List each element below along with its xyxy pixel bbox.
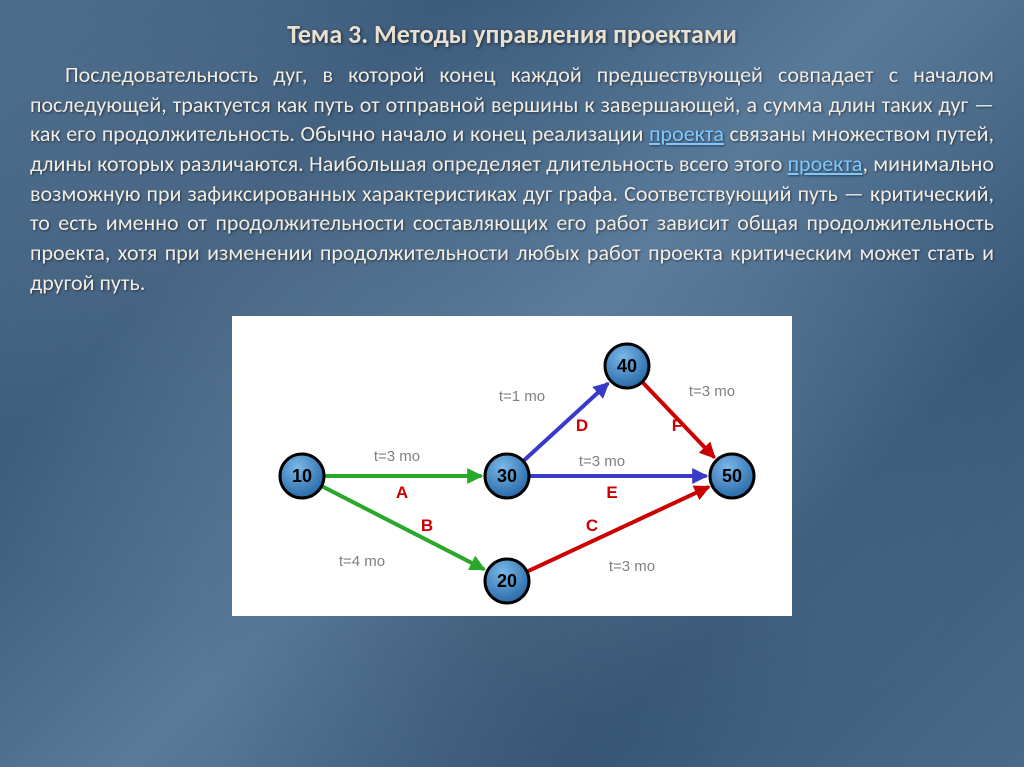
network-diagram: t=3 mo At=4 mo Bt=3 mo Ct=1 mo Dt=3 mo Et=3 m…: [232, 316, 792, 616]
project-link-1[interactable]: проекта: [649, 120, 724, 147]
svg-text:50: 50: [722, 466, 742, 486]
slide-body: Последовательность дуг, в которой конец …: [30, 60, 994, 298]
edge-label-E: E: [606, 483, 617, 502]
node-10: 10: [280, 454, 324, 498]
svg-text:10: 10: [292, 466, 312, 486]
svg-text:40: 40: [617, 356, 637, 376]
svg-text:20: 20: [497, 571, 517, 591]
svg-text:30: 30: [497, 466, 517, 486]
project-link-2[interactable]: проекта: [788, 150, 863, 177]
edge-duration-F: t=3 mo: [689, 383, 735, 400]
edge-duration-E: t=3 mo: [579, 453, 625, 470]
node-50: 50: [710, 454, 754, 498]
edge-label-B: B: [421, 516, 433, 535]
edge-duration-B: t=4 mo: [339, 553, 385, 570]
slide-title: Тема 3. Методы управления проектами: [30, 18, 994, 50]
edge-duration-C: t=3 mo: [609, 558, 655, 575]
edge-label-D: D: [576, 416, 588, 435]
edge-label-A: A: [396, 483, 408, 502]
edge-duration-A: t=3 mo: [374, 448, 420, 465]
edge-duration-D: t=1 mo: [499, 388, 545, 405]
edge-label-F: F: [672, 416, 682, 435]
node-30: 30: [485, 454, 529, 498]
node-40: 40: [605, 344, 649, 388]
edge-label-C: C: [586, 516, 598, 535]
node-20: 20: [485, 559, 529, 603]
